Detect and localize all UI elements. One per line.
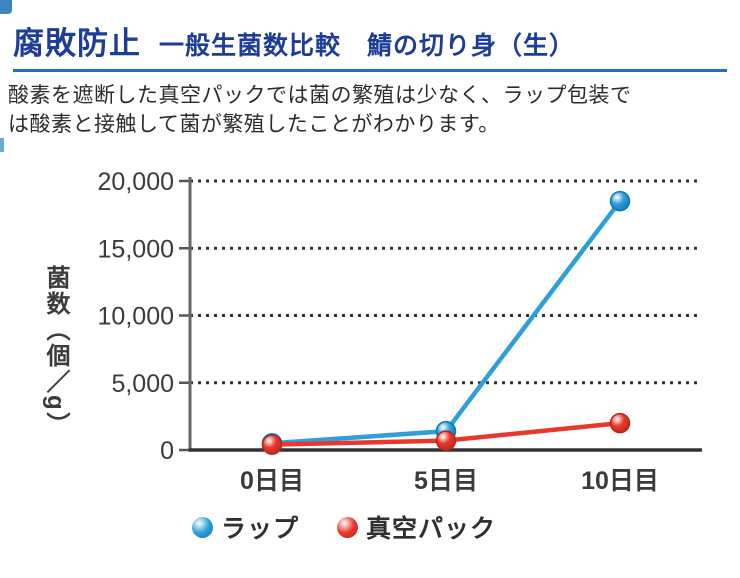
legend-item-wrap: ラップ bbox=[192, 509, 299, 545]
cropped-page-artifact bbox=[0, 0, 12, 14]
page-title: 腐敗防止 bbox=[13, 26, 141, 61]
y-tick-label: 20,000 bbox=[98, 168, 174, 196]
data-point-marker bbox=[609, 412, 631, 434]
legend-item-vacuum: 真空パック bbox=[337, 509, 496, 545]
title-row: 腐敗防止 一般生菌数比較 鯖の切り身（生） bbox=[13, 18, 727, 63]
x-tick-label: 5日目 bbox=[414, 467, 478, 495]
header: 腐敗防止 一般生菌数比較 鯖の切り身（生） bbox=[13, 18, 727, 72]
y-tick-label: 15,000 bbox=[98, 235, 174, 263]
chart-legend: ラップ 真空パック bbox=[192, 509, 496, 545]
page-subtitle: 一般生菌数比較 鯖の切り身（生） bbox=[159, 32, 576, 60]
wrap-series-marker-icon bbox=[192, 516, 213, 538]
title-underline bbox=[13, 69, 727, 72]
legend-label-wrap: ラップ bbox=[221, 515, 300, 543]
chart-description: 酸素を遮断した真空パックでは菌の繁殖は少なく、ラップ包装で は酸素と接触して菌が… bbox=[8, 82, 738, 140]
y-tick-label: 10,000 bbox=[98, 303, 174, 331]
legend-label-vacuum: 真空パック bbox=[366, 515, 497, 543]
vacuum-series-marker-icon bbox=[337, 516, 359, 538]
data-point-marker bbox=[435, 430, 457, 451]
y-tick-label: 0 bbox=[160, 437, 174, 465]
x-tick-label: 0日目 bbox=[240, 467, 304, 495]
x-tick-label: 10日目 bbox=[581, 467, 659, 495]
series-line bbox=[269, 198, 623, 446]
description-line-2: は酸素と接触して菌が繁殖したことがわかります。 bbox=[8, 112, 500, 136]
y-axis-title: 菌数（個／g） bbox=[42, 265, 69, 438]
description-line-1: 酸素を遮断した真空パックでは菌の繁殖は少なく、ラップ包装で bbox=[8, 84, 632, 107]
plot-area: 0 5,000 10,000 15,000 20,000 0日目 5日目 10日目 bbox=[98, 168, 702, 495]
data-point-marker bbox=[609, 190, 631, 212]
line-chart: 0 5,000 10,000 15,000 20,000 0日目 5日目 10日目 菌数（個／… bbox=[0, 150, 740, 560]
y-tick-label: 5,000 bbox=[111, 370, 174, 398]
data-point-marker bbox=[261, 434, 283, 455]
cropped-page-artifact bbox=[0, 138, 4, 152]
